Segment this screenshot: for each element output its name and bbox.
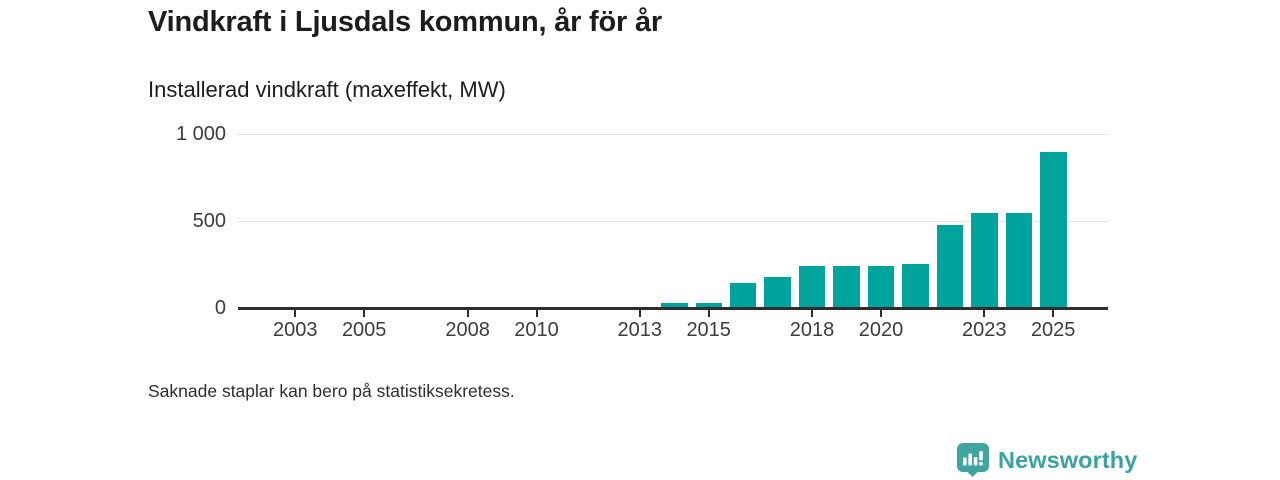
bar-2017	[764, 277, 791, 308]
x-tick-2015	[707, 310, 710, 317]
x-tick-label-2025: 2025	[1030, 319, 1076, 341]
x-tick-2025	[1052, 310, 1055, 317]
bar-2023	[971, 213, 998, 308]
x-tick-label-2023: 2023	[962, 319, 1007, 341]
chart-subtitle: Installerad vindkraft (maxeffekt, MW)	[148, 77, 506, 102]
x-tick-2008	[466, 310, 469, 317]
y-gridline-1000	[238, 134, 1108, 135]
chart-title: Vindkraft i Ljusdals kommun, år för år	[148, 6, 662, 38]
bar-2022	[936, 225, 964, 308]
x-tick-label-2015: 2015	[686, 319, 731, 341]
x-tick-2013	[638, 310, 641, 317]
bar-2015	[695, 303, 722, 308]
y-tick-label-0: 0	[214, 297, 226, 319]
bar-2018	[798, 266, 826, 308]
bar-2019	[833, 266, 860, 308]
bar-2014	[661, 303, 688, 308]
x-tick-label-2008: 2008	[445, 319, 490, 341]
footnote: Saknade staplar kan bero på statistiksek…	[148, 381, 515, 401]
x-tick-2003	[294, 310, 297, 317]
x-tick-2005	[363, 310, 366, 317]
newsworthy-speech-bubble-bar-chart-icon	[957, 443, 989, 477]
y-gridline-500	[238, 221, 1108, 222]
brand-lockup: Newsworthy	[957, 443, 1137, 477]
bar-2016	[729, 282, 757, 308]
x-tick-label-2018: 2018	[789, 319, 835, 341]
x-tick-label-2005: 2005	[341, 319, 387, 341]
x-tick-2018	[811, 310, 813, 317]
x-tick-2010	[535, 310, 538, 317]
x-axis-line	[238, 307, 1108, 310]
x-tick-label-2020: 2020	[858, 319, 904, 341]
x-tick-2020	[880, 310, 882, 317]
bar-2024	[1005, 213, 1032, 308]
y-tick-label-500: 500	[192, 210, 226, 232]
bar-2025	[1040, 152, 1067, 308]
y-tick-label-1000: 1 000	[175, 123, 226, 145]
x-tick-label-2013: 2013	[617, 319, 663, 341]
bar-2020	[867, 266, 895, 308]
x-tick-label-2003: 2003	[273, 319, 318, 341]
bar-2021	[902, 264, 929, 308]
x-tick-label-2010: 2010	[514, 319, 559, 341]
brand-name: Newsworthy	[998, 446, 1138, 473]
x-tick-2023	[983, 310, 986, 317]
